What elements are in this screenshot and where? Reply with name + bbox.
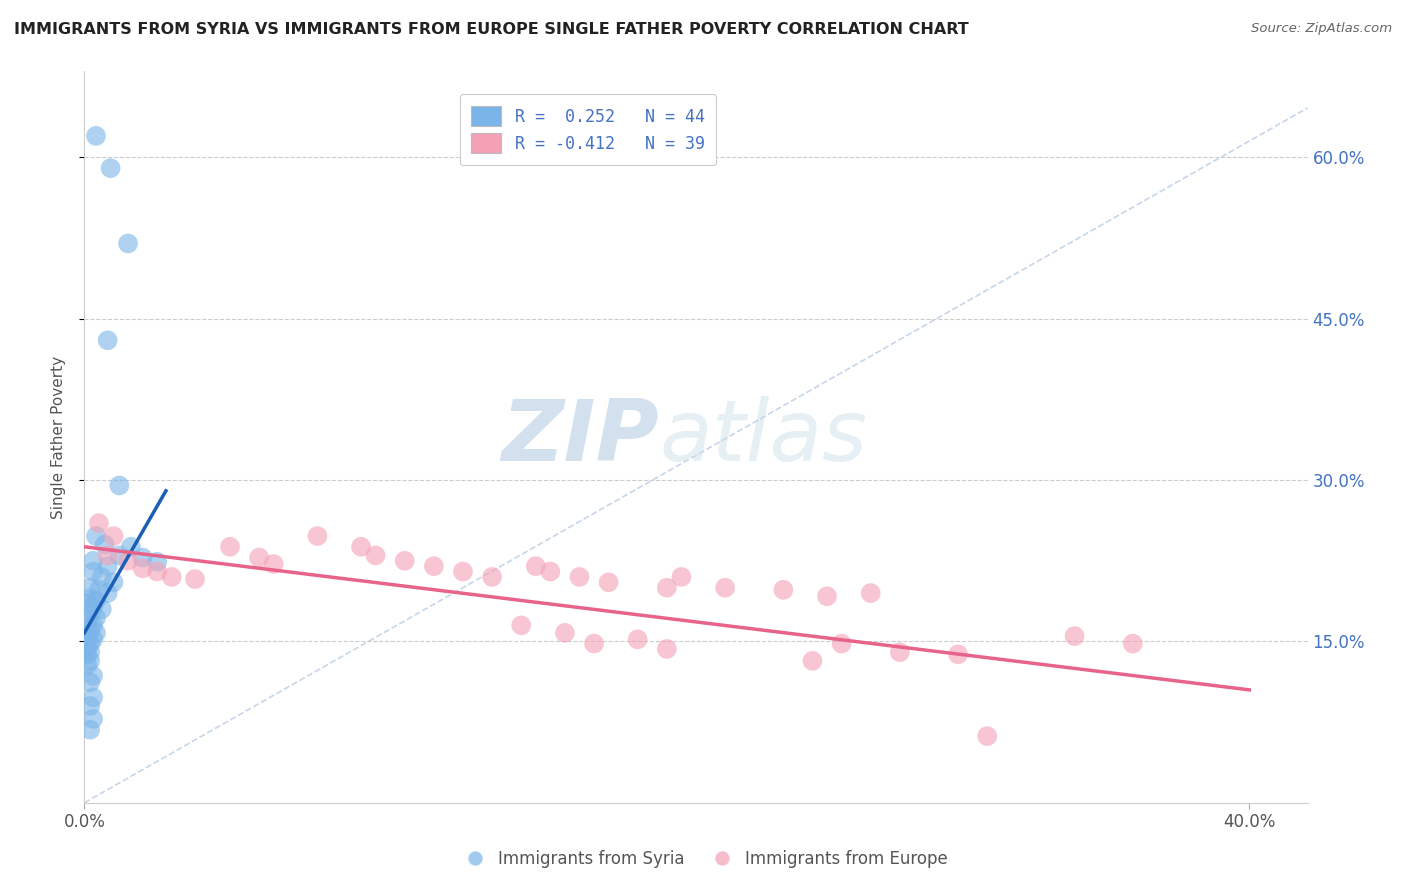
Point [247, 550, 270, 565]
Point [655, 642, 678, 657]
Point [87, 516, 110, 530]
Point [510, 618, 533, 632]
Legend: Immigrants from Syria, Immigrants from Europe: Immigrants from Syria, Immigrants from E… [451, 844, 955, 875]
Point [131, 550, 153, 565]
Point [451, 565, 474, 579]
Point [583, 637, 606, 651]
Point [394, 554, 416, 568]
Point [103, 529, 125, 543]
Point [655, 581, 678, 595]
Point [79, 607, 101, 622]
Point [160, 570, 183, 584]
Point [97, 333, 120, 347]
Text: Source: ZipAtlas.com: Source: ZipAtlas.com [1251, 22, 1392, 36]
Point [90, 602, 112, 616]
Point [82, 618, 104, 632]
Point [219, 540, 242, 554]
Point [82, 632, 104, 647]
Point [82, 669, 104, 683]
Point [859, 586, 882, 600]
Point [671, 570, 693, 584]
Point [79, 624, 101, 638]
Point [79, 591, 101, 606]
Point [79, 581, 101, 595]
Point [84, 625, 107, 640]
Text: ZIP: ZIP [502, 395, 659, 479]
Point [627, 632, 650, 647]
Point [815, 589, 838, 603]
Point [100, 161, 122, 176]
Point [889, 645, 911, 659]
Point [108, 549, 131, 563]
Point [263, 557, 285, 571]
Point [350, 540, 373, 554]
Point [79, 654, 101, 668]
Point [82, 600, 104, 615]
Point [97, 586, 120, 600]
Point [108, 478, 131, 492]
Point [714, 581, 737, 595]
Point [84, 529, 107, 543]
Point [79, 723, 101, 737]
Point [79, 637, 101, 651]
Point [801, 654, 824, 668]
Point [131, 561, 153, 575]
Point [79, 675, 101, 690]
Point [82, 565, 104, 579]
Point [524, 559, 547, 574]
Point [87, 582, 110, 597]
Point [82, 690, 104, 705]
Point [481, 570, 503, 584]
Point [76, 615, 98, 629]
Y-axis label: Single Father Poverty: Single Father Poverty [51, 356, 66, 518]
Point [117, 236, 139, 251]
Point [423, 559, 446, 574]
Point [82, 712, 104, 726]
Point [76, 629, 98, 643]
Point [568, 570, 591, 584]
Point [76, 640, 98, 654]
Point [1122, 637, 1144, 651]
Point [79, 645, 101, 659]
Point [84, 593, 107, 607]
Point [76, 648, 98, 662]
Point [1063, 629, 1085, 643]
Point [184, 572, 207, 586]
Point [146, 555, 169, 569]
Point [90, 570, 112, 584]
Point [538, 565, 561, 579]
Point [79, 698, 101, 713]
Point [772, 582, 794, 597]
Point [117, 554, 139, 568]
Point [307, 529, 329, 543]
Point [76, 597, 98, 611]
Text: IMMIGRANTS FROM SYRIA VS IMMIGRANTS FROM EUROPE SINGLE FATHER POVERTY CORRELATIO: IMMIGRANTS FROM SYRIA VS IMMIGRANTS FROM… [14, 22, 969, 37]
Point [97, 549, 120, 563]
Point [364, 549, 387, 563]
Point [84, 611, 107, 625]
Point [103, 575, 125, 590]
Legend: R =  0.252   N = 44, R = -0.412   N = 39: R = 0.252 N = 44, R = -0.412 N = 39 [460, 95, 716, 165]
Point [120, 540, 142, 554]
Point [97, 559, 120, 574]
Point [93, 538, 117, 552]
Point [82, 554, 104, 568]
Point [84, 128, 107, 143]
Point [831, 637, 853, 651]
Point [554, 625, 576, 640]
Point [76, 658, 98, 673]
Point [146, 565, 169, 579]
Point [598, 575, 620, 590]
Point [976, 729, 998, 743]
Text: atlas: atlas [659, 395, 868, 479]
Point [946, 648, 969, 662]
